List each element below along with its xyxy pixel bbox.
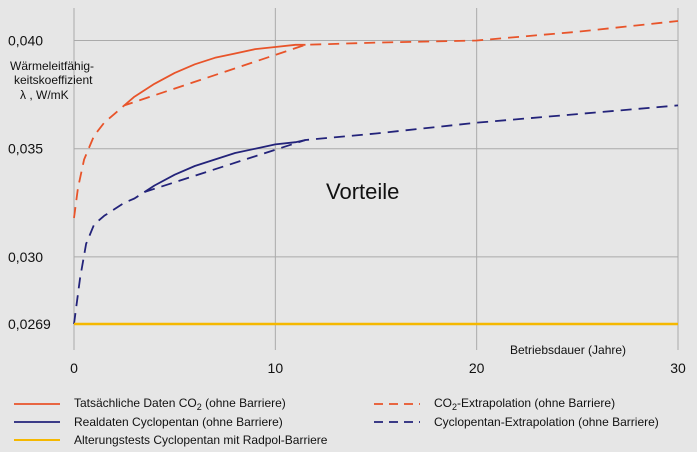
x-tick-label: 0 bbox=[70, 360, 78, 376]
legend-label-cyclopentan-actual: Realdaten Cyclopentan (ohne Barriere) bbox=[74, 415, 283, 429]
legend-item-radpol: Alterungstests Cyclopentan mit Radpol-Ba… bbox=[14, 432, 327, 448]
legend-item-cyclopentan-extrapolation: Cyclopentan-Extrapolation (ohne Barriere… bbox=[374, 414, 659, 430]
series-line-cyclopentan-extrapolation bbox=[73, 104, 679, 325]
legend-label-radpol: Alterungstests Cyclopentan mit Radpol-Ba… bbox=[74, 433, 328, 447]
chart: 0 10 20 30 0,0269 0,030 0,035 0,040 Wärmeleitfä… bbox=[8, 8, 686, 376]
y-axis-title-line-3: λ , W/mK bbox=[20, 88, 69, 102]
legend-swatch-cyclopentan-actual bbox=[14, 415, 60, 429]
tick-labels: 0 10 20 30 0,0269 0,030 0,035 0,040 bbox=[8, 32, 686, 376]
legend-item-cyclopentan-actual: Realdaten Cyclopentan (ohne Barriere) bbox=[14, 414, 283, 430]
legend-label-cyclopentan-extrapolation: Cyclopentan-Extrapolation (ohne Barriere… bbox=[434, 415, 659, 429]
legend-swatch-radpol bbox=[14, 433, 60, 447]
y-axis-title: Wärmeleitfähig- keitskoeffizient λ , W/m… bbox=[10, 59, 94, 102]
y-tick-label: 0,030 bbox=[8, 249, 43, 265]
y-tick-label: 0,0269 bbox=[8, 316, 51, 332]
y-axis-title-line-2: keitskoeffizient bbox=[14, 73, 93, 87]
legend-item-co2-actual: Tatsächliche Daten CO2 (ohne Barriere) bbox=[14, 396, 286, 412]
legend-swatch-co2-extrapolation bbox=[374, 397, 420, 411]
legend-label-co2-extrapolation: CO2-Extrapolation (ohne Barriere) bbox=[434, 396, 616, 412]
x-tick-label: 30 bbox=[670, 360, 686, 376]
y-axis-title-line-1: Wärmeleitfähig- bbox=[10, 59, 94, 73]
series-line-co2-actual bbox=[123, 43, 306, 107]
legend: Tatsächliche Daten CO2 (ohne Barriere) C… bbox=[0, 392, 697, 452]
series-layer bbox=[73, 20, 679, 326]
legend-item-co2-extrapolation: CO2-Extrapolation (ohne Barriere) bbox=[374, 396, 615, 412]
annotation-vorteile: Vorteile bbox=[326, 179, 399, 204]
y-tick-label: 0,040 bbox=[8, 32, 43, 48]
x-tick-label: 20 bbox=[469, 360, 485, 376]
series-line-cyclopentan-actual bbox=[144, 139, 306, 193]
x-axis-title: Betriebsdauer (Jahre) bbox=[510, 343, 626, 357]
legend-swatch-cyclopentan-extrapolation bbox=[374, 415, 420, 429]
series-line-co2-extrapolation bbox=[73, 20, 679, 219]
legend-label-co2-actual: Tatsächliche Daten CO2 (ohne Barriere) bbox=[74, 396, 286, 412]
x-tick-label: 10 bbox=[268, 360, 284, 376]
legend-swatch-co2-actual bbox=[14, 397, 60, 411]
y-tick-label: 0,035 bbox=[8, 141, 43, 157]
